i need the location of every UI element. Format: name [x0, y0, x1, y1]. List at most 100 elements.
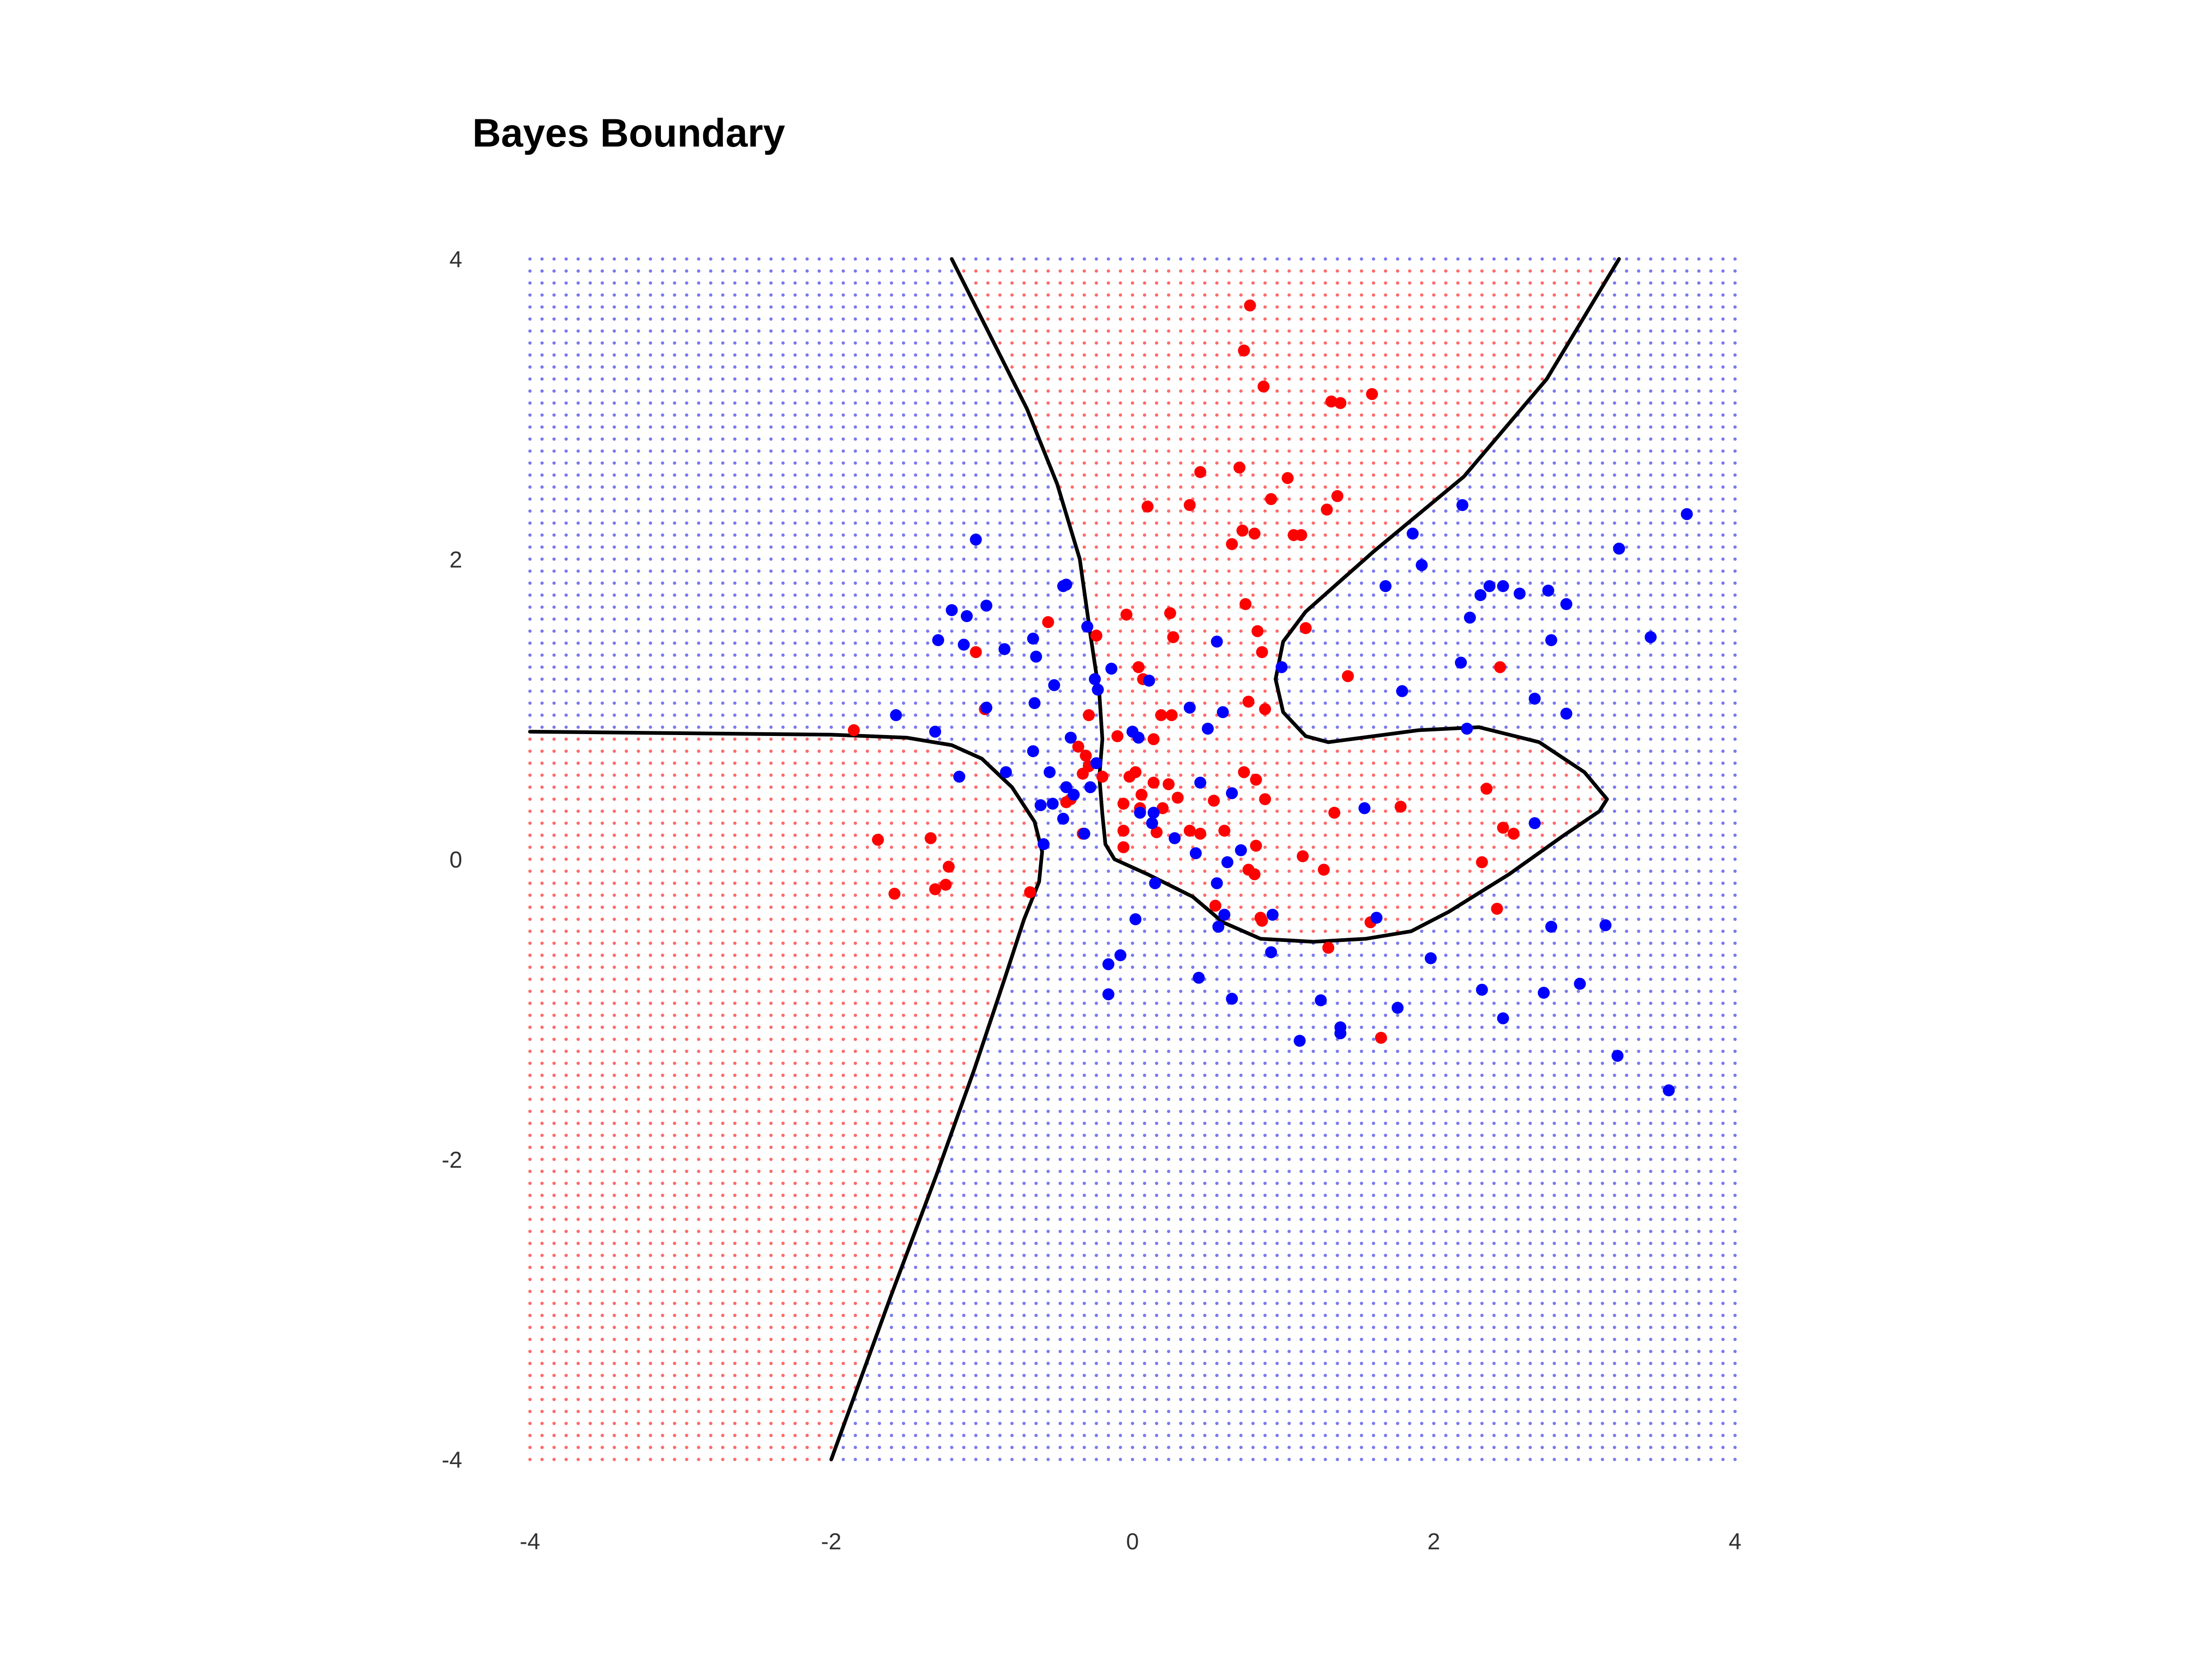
grid-dot [938, 1458, 941, 1461]
grid-dot [818, 821, 821, 825]
grid-dot [612, 1049, 616, 1053]
grid-dot [636, 425, 640, 429]
grid-dot [612, 641, 616, 645]
grid-dot [938, 977, 941, 981]
grid-dot [950, 845, 953, 849]
grid-dot [540, 737, 544, 741]
grid-dot [986, 497, 990, 501]
grid-dot [612, 749, 616, 753]
grid-dot [552, 341, 556, 345]
grid-dot [986, 1374, 990, 1377]
grid-dot [818, 437, 821, 441]
grid-dot [781, 833, 785, 837]
grid-dot [998, 1073, 1002, 1077]
grid-dot [588, 353, 592, 357]
grid-dot [661, 305, 665, 309]
grid-dot [624, 882, 628, 885]
grid-dot [853, 401, 857, 405]
grid-dot [998, 365, 1002, 369]
grid-dot [805, 1446, 809, 1449]
grid-dot [830, 1073, 833, 1077]
grid-dot [841, 1398, 845, 1401]
grid-dot [564, 365, 568, 369]
grid-dot [757, 605, 761, 609]
grid-dot [1022, 941, 1026, 945]
grid-dot [938, 941, 941, 945]
grid-dot [600, 437, 604, 441]
grid-dot [1118, 1265, 1122, 1269]
grid-dot [588, 1122, 592, 1125]
grid-dot [648, 1350, 653, 1353]
grid-dot [926, 1061, 930, 1065]
grid-dot [818, 461, 821, 465]
grid-dot [709, 425, 712, 429]
grid-dot [974, 1134, 978, 1137]
grid-dot [853, 869, 857, 873]
grid-dot [577, 1170, 580, 1173]
grid-dot [805, 413, 809, 417]
grid-dot [805, 1398, 809, 1401]
grid-dot [926, 437, 930, 441]
grid-dot [841, 1097, 845, 1101]
grid-dot [757, 737, 761, 741]
grid-dot [636, 605, 640, 609]
grid-dot [577, 689, 580, 693]
grid-dot [1034, 1410, 1038, 1413]
grid-dot [818, 894, 821, 897]
grid-dot [745, 665, 749, 669]
grid-dot [685, 269, 688, 273]
grid-dot [757, 305, 761, 309]
grid-dot [805, 761, 809, 765]
grid-dot [552, 894, 556, 897]
grid-dot [877, 449, 881, 453]
grid-dot [889, 773, 894, 777]
grid-dot [745, 1265, 749, 1269]
grid-dot [1059, 894, 1062, 897]
grid-dot [853, 977, 857, 981]
grid-dot [685, 569, 688, 573]
grid-dot [1071, 1301, 1074, 1305]
grid-dot [914, 1085, 918, 1089]
grid-dot [1118, 1386, 1122, 1389]
grid-dot [950, 713, 953, 717]
grid-dot [577, 833, 580, 837]
grid-dot [805, 353, 809, 357]
grid-dot [1010, 329, 1014, 333]
grid-dot [1046, 701, 1050, 705]
grid-dot [853, 317, 857, 321]
grid-dot [889, 701, 894, 705]
grid-dot [757, 353, 761, 357]
grid-dot [588, 401, 592, 405]
grid-dot [1010, 665, 1014, 669]
grid-dot [1082, 857, 1086, 861]
grid-dot [636, 977, 640, 981]
grid-dot [612, 701, 616, 705]
grid-dot [841, 1289, 845, 1293]
grid-dot [1106, 1206, 1110, 1209]
grid-dot [805, 1313, 809, 1317]
grid-dot [577, 1446, 580, 1449]
grid-dot [1071, 653, 1074, 657]
grid-dot [661, 581, 665, 585]
grid-dot [974, 977, 978, 981]
grid-dot [1046, 930, 1050, 933]
grid-dot [781, 1289, 785, 1293]
grid-dot [889, 1206, 894, 1209]
grid-dot [1071, 941, 1074, 945]
grid-dot [1059, 665, 1062, 669]
grid-dot [673, 749, 677, 753]
grid-dot [624, 509, 628, 513]
grid-dot [818, 365, 821, 369]
grid-dot [865, 269, 869, 273]
grid-dot [709, 1422, 712, 1425]
grid-dot [986, 1398, 990, 1401]
grid-dot [540, 1122, 544, 1125]
grid-dot [902, 869, 906, 873]
grid-dot [793, 1313, 797, 1317]
grid-dot [745, 845, 749, 849]
grid-dot [781, 377, 785, 381]
grid-dot [793, 1194, 797, 1197]
grid-dot [600, 1241, 604, 1245]
grid-dot [733, 713, 737, 717]
grid-dot [962, 1025, 965, 1029]
